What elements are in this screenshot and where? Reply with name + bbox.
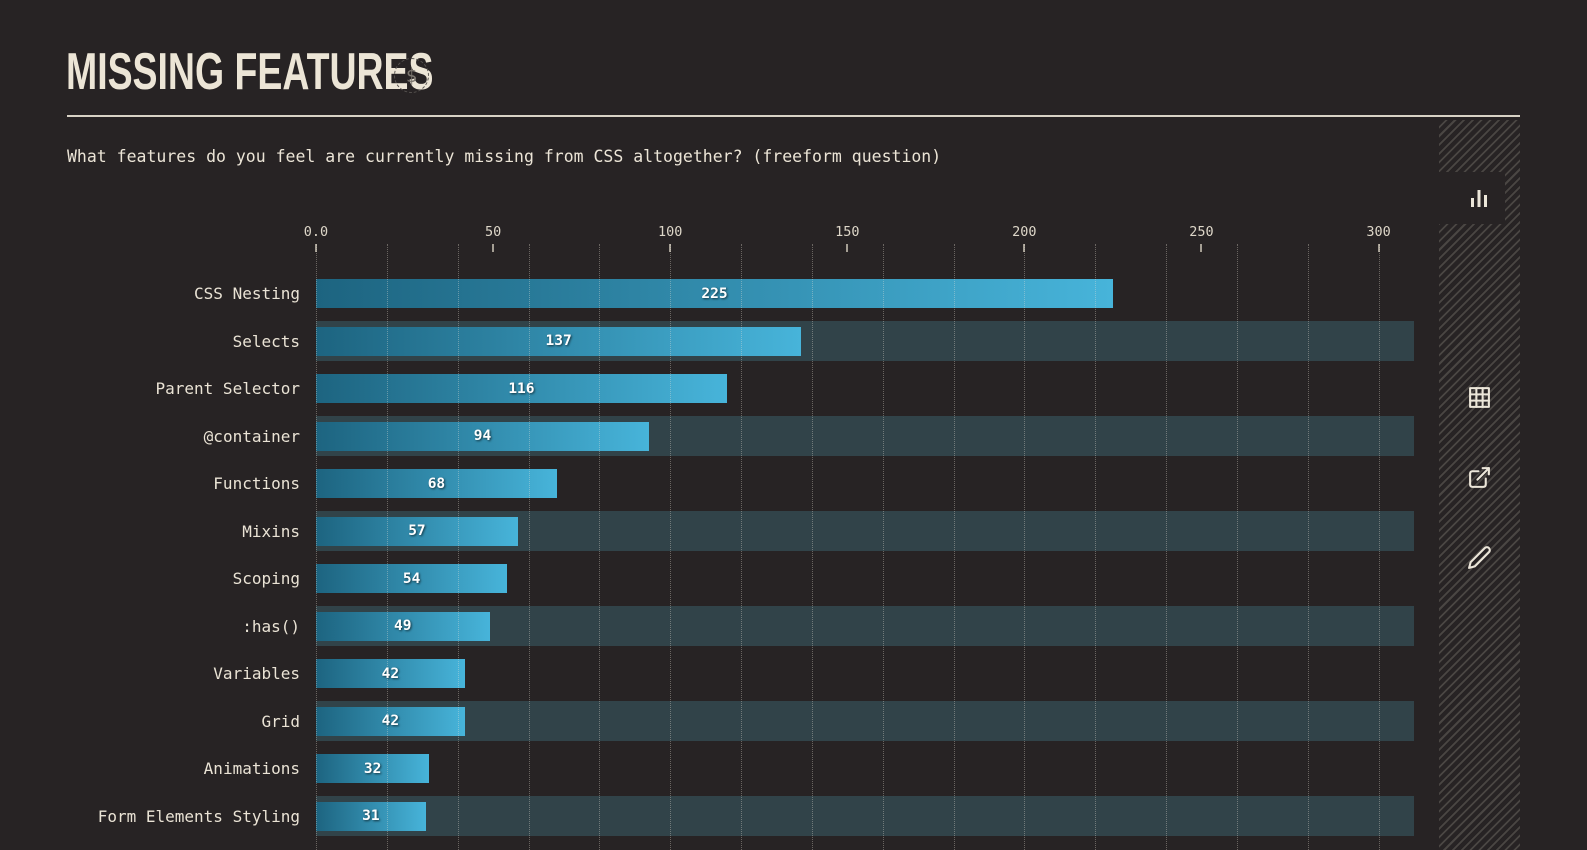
bar-value-label: 94 (473, 428, 492, 445)
bar: 42 (316, 706, 465, 736)
bar-value-label: 116 (508, 380, 535, 397)
category-label: Scoping (232, 569, 300, 589)
category-label: Selects (232, 331, 300, 351)
row-track: 57 (316, 508, 1414, 556)
category-label: Mixins (242, 521, 300, 541)
category-label: CSS Nesting (194, 284, 300, 304)
bar-value-label: 68 (427, 475, 446, 492)
row-track: 42 (316, 698, 1414, 746)
chart-row: Variables 42 (0, 650, 1587, 698)
category-label: Functions (213, 474, 300, 494)
bar: 94 (316, 421, 649, 451)
row-track: 225 (316, 270, 1414, 318)
bar: 137 (316, 326, 802, 356)
row-track: 49 (316, 603, 1414, 651)
category-label: Animations (203, 759, 300, 779)
bar-chart-icon[interactable] (1466, 185, 1492, 211)
x-axis-tick-label: 150 (835, 224, 860, 240)
chart-rows: CSS Nesting 225 Selects 137 Parent Selector 1… (0, 270, 1587, 840)
bar: 32 (316, 754, 430, 784)
page-title: MISSING FEATURES (66, 43, 434, 101)
x-axis-tick-mark (1377, 244, 1380, 252)
chart-row: :has() 49 (0, 603, 1587, 651)
row-stripe (316, 796, 1414, 837)
row-stripe (316, 606, 1414, 647)
chart-row: Functions 68 (0, 460, 1587, 508)
x-axis-tick-label: 50 (484, 224, 502, 240)
bar-value-label: 137 (545, 333, 572, 350)
x-axis-tick-mark (1200, 244, 1203, 252)
bar: 42 (316, 659, 465, 689)
chart-row: Scoping 54 (0, 555, 1587, 603)
category-label: Form Elements Styling (97, 806, 300, 826)
table-icon[interactable] (1466, 384, 1492, 410)
x-axis-tick-mark (669, 244, 672, 252)
row-track: 116 (316, 365, 1414, 413)
dollar-icon: $ (405, 64, 418, 87)
edit-pencil-icon[interactable] (1466, 544, 1492, 570)
bar-value-label: 42 (381, 665, 400, 682)
sponsor-dollar-badge[interactable]: $ (394, 58, 429, 93)
x-axis-tick-label: 250 (1189, 224, 1214, 240)
chart-question: What features do you feel are currently … (67, 147, 942, 166)
chart-row: Animations 32 (0, 745, 1587, 793)
x-axis-tick-label: 0.0 (303, 224, 329, 240)
row-track: 54 (316, 555, 1414, 603)
chart-row: Mixins 57 (0, 508, 1587, 556)
chart-row: Form Elements Styling 31 (0, 793, 1587, 841)
bar-value-label: 31 (362, 808, 380, 825)
bar: 49 (316, 611, 490, 641)
bar: 116 (316, 374, 727, 404)
chart-row: CSS Nesting 225 (0, 270, 1587, 318)
x-axis-tick-label: 200 (1012, 224, 1037, 240)
bar: 225 (316, 279, 1113, 309)
bar-value-label: 225 (701, 285, 728, 302)
bar-value-label: 49 (394, 618, 412, 635)
x-axis-tick-label: 100 (657, 224, 683, 240)
bar-value-label: 54 (402, 570, 421, 587)
bar: 68 (316, 469, 557, 499)
x-axis-tick-mark (492, 244, 495, 252)
category-label: Grid (261, 711, 300, 731)
chart-toolbar (1439, 120, 1520, 850)
bar-value-label: 57 (408, 523, 426, 540)
row-track: 31 (316, 793, 1414, 841)
bar: 57 (316, 516, 518, 546)
row-track: 68 (316, 460, 1414, 508)
category-label: @container (203, 426, 300, 446)
category-label: Variables (213, 664, 300, 684)
row-stripe (316, 701, 1414, 742)
external-link-icon[interactable] (1466, 464, 1492, 490)
x-axis-tick-mark (315, 244, 317, 252)
row-track: 42 (316, 650, 1414, 698)
category-label: Parent Selector (155, 379, 301, 399)
chart-row: @container 94 (0, 413, 1587, 461)
bar: 54 (316, 564, 508, 594)
x-axis-tick-mark (846, 244, 849, 252)
x-axis-tick-mark (1023, 244, 1026, 252)
bar-value-label: 32 (363, 760, 382, 777)
row-track: 94 (316, 413, 1414, 461)
category-label: :has() (242, 616, 300, 636)
bar-value-label: 42 (381, 713, 400, 730)
row-track: 32 (316, 745, 1414, 793)
bar: 31 (316, 801, 426, 831)
row-track: 137 (316, 318, 1414, 366)
title-divider (67, 115, 1520, 117)
chart-row: Parent Selector 116 (0, 365, 1587, 413)
x-axis-tick-label: 300 (1366, 224, 1391, 240)
chart-row: Grid 42 (0, 698, 1587, 746)
chart-row: Selects 137 (0, 318, 1587, 366)
